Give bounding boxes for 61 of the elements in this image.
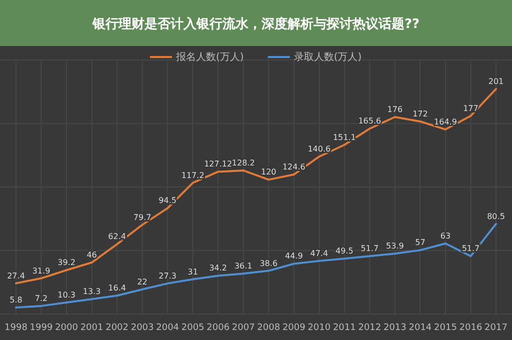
data-label: 62.4 [108, 232, 126, 242]
x-tick-label: 2010 [308, 323, 331, 333]
data-label: 127.12 [204, 160, 232, 169]
data-label: 46 [86, 250, 97, 260]
data-label: 36.1 [234, 262, 252, 271]
data-label: 57 [415, 238, 426, 248]
data-label: 39.2 [58, 258, 76, 268]
data-label: 172 [412, 109, 428, 118]
data-label: 164.9 [434, 117, 457, 126]
data-label: 124.6 [282, 162, 306, 172]
data-label: 201 [488, 77, 504, 86]
data-label: 53.9 [386, 242, 404, 251]
data-label: 31.9 [32, 266, 50, 276]
x-tick-label: 2002 [106, 323, 129, 333]
x-tick-label: 2000 [55, 323, 78, 333]
data-label: 80.5 [487, 212, 505, 221]
x-tick-label: 2004 [156, 323, 180, 333]
x-tick-label: 2005 [181, 323, 204, 333]
legend-label: 录取人数(万人) [294, 52, 362, 63]
data-label: 22 [137, 277, 148, 286]
data-label: 10.3 [58, 290, 76, 300]
data-label: 16.4 [108, 284, 126, 293]
data-label: 34.2 [209, 264, 228, 273]
x-tick-label: 2007 [232, 323, 255, 333]
x-tick-label: 2003 [130, 323, 154, 333]
data-label: 38.6 [260, 258, 278, 268]
data-label: 120 [260, 168, 276, 177]
x-tick-label: 2014 [408, 323, 432, 333]
data-label: 151.1 [332, 132, 356, 142]
data-label: 49.5 [336, 246, 354, 256]
data-label: 63 [440, 231, 451, 240]
x-tick-label: 2016 [459, 323, 482, 333]
data-label: 7.2 [34, 294, 48, 303]
data-label: 5.8 [10, 296, 22, 305]
x-tick-label: 2017 [484, 323, 508, 333]
x-tick-label: 2012 [358, 323, 382, 333]
data-label: 177 [463, 104, 478, 113]
data-label: 13.3 [82, 287, 101, 296]
data-label: 128.2 [232, 158, 255, 168]
data-label: 51.7 [360, 244, 379, 254]
data-label: 117.2 [181, 170, 204, 180]
data-label: 27.3 [158, 271, 176, 280]
x-tick-label: 1999 [30, 323, 53, 333]
x-tick-label: 2011 [332, 323, 356, 333]
data-label: 165.6 [358, 116, 382, 126]
data-label: 44.9 [284, 252, 303, 261]
data-label: 27.4 [7, 271, 25, 280]
x-tick-label: 2001 [80, 323, 104, 333]
chart-title: 银行理财是否计入银行流水，深度解析与探讨热议话题?? [91, 16, 420, 32]
legend-label: 报名人数(万人) [175, 51, 244, 63]
data-label: 140.6 [308, 144, 331, 154]
x-tick-label: 1998 [4, 323, 28, 333]
data-label: 47.4 [310, 248, 328, 258]
x-tick-label: 2006 [206, 323, 230, 333]
x-tick-label: 2015 [434, 323, 457, 333]
data-label: 79.7 [133, 212, 152, 222]
x-tick-label: 2009 [282, 323, 306, 333]
data-label: 176 [387, 104, 403, 114]
x-tick-label: 2008 [257, 323, 280, 333]
data-label: 31 [188, 267, 198, 276]
x-tick-label: 2013 [383, 323, 406, 333]
